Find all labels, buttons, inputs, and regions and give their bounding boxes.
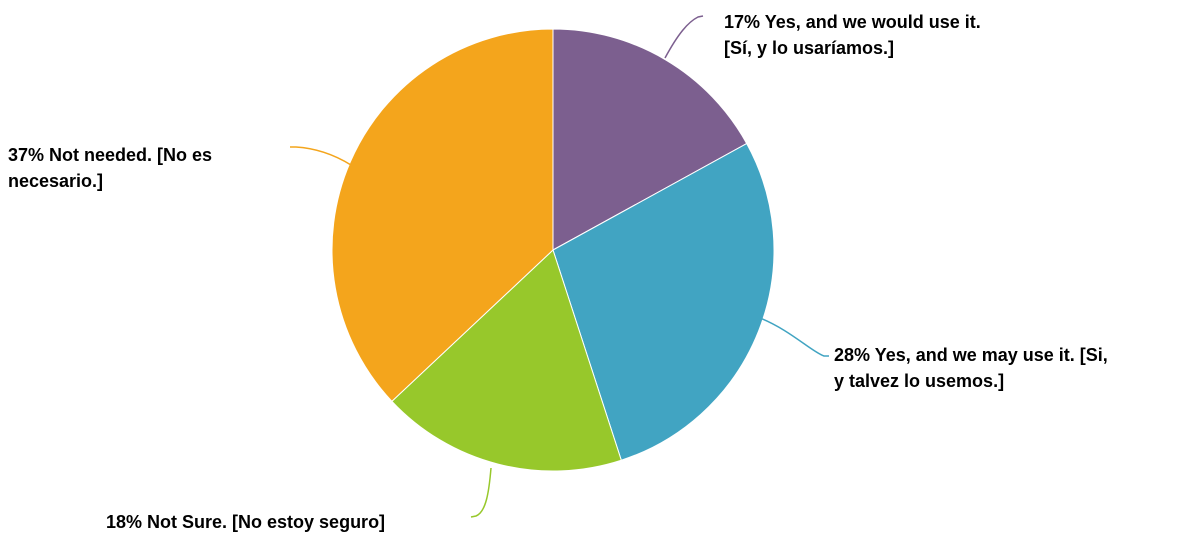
leader-line-not-needed [290, 146, 352, 166]
slice-label-line: y talvez lo usemos.] [834, 371, 1005, 391]
slice-label-line: 17% Yes, and we would use it. [724, 12, 981, 32]
pie-slice-not-sure [391, 249, 622, 472]
slice-label-may-use: 28% Yes, and we may use it. [Si, y talve… [834, 342, 1108, 394]
slice-label-not-needed: 37% Not needed. [No es necesario.] [8, 142, 212, 194]
pie-slice-may-use [552, 142, 775, 461]
pie-slice-not-needed [331, 28, 554, 402]
slice-label-line: [Sí, y lo usaríamos.] [724, 38, 895, 58]
leader-line-may-use [759, 317, 829, 357]
slice-label-line: necesario.] [8, 171, 104, 191]
pie-slices [331, 28, 775, 472]
slice-label-line: 18% Not Sure. [No estoy seguro] [106, 512, 386, 532]
leader-line-would-use [664, 15, 704, 59]
slice-label-line: 28% Yes, and we may use it. [Si, [834, 345, 1108, 365]
pie-slice-would-use [552, 28, 748, 251]
leader-line-not-sure [470, 467, 492, 518]
slice-label-not-sure: 18% Not Sure. [No estoy seguro] [106, 509, 385, 535]
slice-label-would-use: 17% Yes, and we would use it. [Sí, y lo … [724, 9, 981, 61]
leader-lines [290, 15, 829, 518]
slice-label-line: 37% Not needed. [No es [8, 145, 213, 165]
